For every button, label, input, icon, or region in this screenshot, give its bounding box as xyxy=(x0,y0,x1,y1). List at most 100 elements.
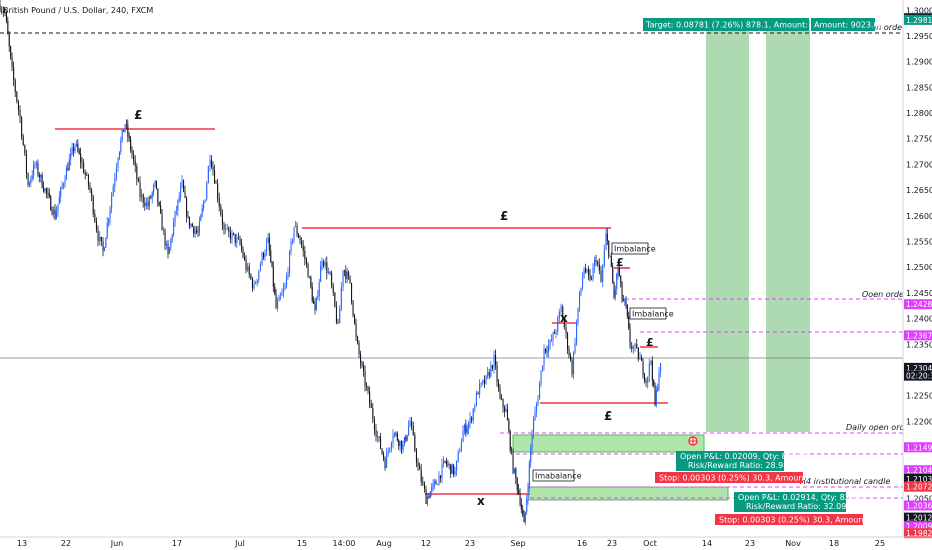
candle-body xyxy=(477,392,479,395)
candle-body xyxy=(361,363,363,366)
candle-body xyxy=(389,448,391,451)
candle-body xyxy=(16,91,18,102)
price-label-bg xyxy=(904,528,932,539)
candle-body xyxy=(248,266,250,275)
price-label-bg xyxy=(904,14,932,25)
candle-body xyxy=(465,425,467,433)
candle-body xyxy=(603,249,605,267)
candle-body xyxy=(609,255,611,257)
candle-body xyxy=(245,259,247,270)
candle-body xyxy=(511,450,513,452)
candle-body xyxy=(516,478,518,490)
candle-body xyxy=(48,193,50,197)
candle-body xyxy=(251,278,253,288)
candle-body xyxy=(629,328,631,346)
candle-body xyxy=(552,332,554,341)
candle-body xyxy=(37,163,39,175)
open-order-note-2: Ooen order xyxy=(862,290,908,299)
candle-body xyxy=(217,183,219,198)
candle-body xyxy=(10,46,12,57)
candle-body xyxy=(444,460,446,462)
candle-body xyxy=(628,316,630,329)
candle-body xyxy=(194,230,196,234)
candle-body xyxy=(302,245,304,251)
candle-body xyxy=(513,468,515,473)
candle-body xyxy=(332,285,334,293)
candle-body xyxy=(193,226,195,234)
price-label-bg xyxy=(904,512,932,523)
candle-body xyxy=(537,399,539,405)
candle-body xyxy=(655,390,657,406)
candle-body xyxy=(626,305,628,316)
candle-body xyxy=(71,147,73,153)
candle-body xyxy=(456,460,458,471)
candle-body xyxy=(377,436,379,438)
price-label-bg xyxy=(904,521,932,532)
candle-body xyxy=(585,268,587,272)
candle-body xyxy=(348,272,350,276)
candle-body xyxy=(642,360,644,376)
candle-body xyxy=(77,143,79,151)
candle-body xyxy=(157,188,159,203)
candle-body xyxy=(447,464,449,466)
candle-body xyxy=(579,293,581,308)
candle-body xyxy=(621,282,623,300)
candle-body xyxy=(570,355,572,360)
candle-body xyxy=(128,136,130,139)
candle-body xyxy=(617,267,619,274)
candle-body xyxy=(658,372,660,388)
candle-body xyxy=(148,197,150,207)
candle-body xyxy=(351,283,353,302)
candle-body xyxy=(310,276,312,287)
candle-body xyxy=(184,191,186,198)
candle-body xyxy=(409,421,411,427)
candle-body xyxy=(639,357,641,360)
candle-body xyxy=(654,385,656,406)
candle-body xyxy=(68,159,70,171)
target-box xyxy=(643,18,809,31)
x-tick-label: 14:00 xyxy=(332,539,355,548)
candle-body xyxy=(580,287,582,294)
candle-body xyxy=(187,216,189,218)
candle-body xyxy=(602,266,604,282)
candle-body xyxy=(118,151,120,159)
candle-body xyxy=(31,175,33,179)
candle-body xyxy=(509,431,511,451)
candle-body xyxy=(24,144,26,154)
candle-body xyxy=(518,490,520,494)
candle-body xyxy=(304,250,306,260)
candle-body xyxy=(496,365,498,383)
time-axis[interactable] xyxy=(0,537,903,550)
candle-body xyxy=(239,238,241,244)
candle-body xyxy=(102,241,104,251)
candle-body xyxy=(392,435,394,443)
candle-body xyxy=(220,206,222,215)
candle-body xyxy=(70,152,72,160)
candle-body xyxy=(485,375,487,384)
candle-body xyxy=(437,484,439,486)
candle-body xyxy=(459,451,461,453)
candle-body xyxy=(253,283,255,288)
candle-body xyxy=(554,332,556,334)
candle-body xyxy=(508,420,510,432)
candle-body xyxy=(106,222,108,238)
candle-body xyxy=(5,12,7,22)
candle-body xyxy=(648,363,650,377)
stop2-text: Stop: 0.00303 (0.25%) 30.3, Amount: 750 xyxy=(719,516,887,525)
candle-body xyxy=(311,286,313,302)
candle-body xyxy=(636,344,638,348)
price-label-bg xyxy=(904,481,932,492)
candle-body xyxy=(183,180,185,192)
candle-body xyxy=(241,243,243,250)
candle-body xyxy=(121,130,123,141)
candle-body xyxy=(256,279,258,284)
candle-body xyxy=(531,433,533,449)
candle-body xyxy=(408,426,410,435)
pnl-box-2 xyxy=(734,492,846,512)
candle-body xyxy=(402,445,404,450)
candle-body xyxy=(631,345,633,349)
candle-body xyxy=(597,261,599,265)
candle-body xyxy=(479,383,481,395)
candle-body xyxy=(22,136,24,145)
